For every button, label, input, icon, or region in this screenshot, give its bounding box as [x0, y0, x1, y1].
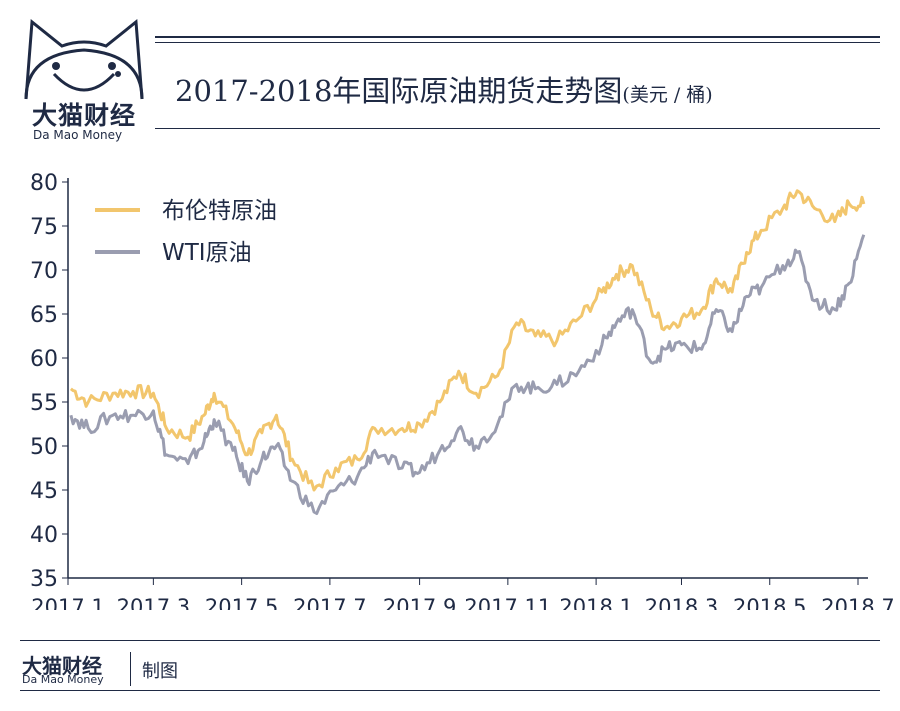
y-tick-label: 70: [30, 259, 58, 284]
legend-label-brent: 布伦特原油: [162, 198, 277, 224]
footer-note: 制图: [142, 661, 178, 682]
chart-unit: (美元 / 桶): [622, 84, 713, 106]
footer-rule-top: [20, 640, 880, 641]
x-tick-label: 2018.5: [733, 595, 806, 610]
y-tick-label: 80: [30, 171, 58, 196]
page-title: 2017-2018年国际原油期货走势图(美元 / 桶): [175, 68, 713, 110]
y-tick-label: 65: [30, 303, 58, 328]
header-rule-top: [155, 36, 880, 38]
footer-rule-bottom: [20, 690, 880, 691]
brand-name-en: Da Mao Money: [33, 128, 123, 142]
chart-title: 2017-2018年国际原油期货走势图: [175, 74, 623, 108]
x-tick-label: 2017.9: [383, 595, 456, 610]
brand-name-cn: 大猫财经: [32, 101, 137, 130]
x-tick-label: 2017.5: [205, 595, 278, 610]
header-rule-bottom: [155, 128, 880, 129]
footer-brand-en: Da Mao Money: [22, 673, 104, 686]
legend-label-wti: WTI原油: [162, 240, 252, 266]
header-rule-top-thin: [155, 42, 880, 43]
series-line-wti: [69, 234, 866, 515]
x-tick-label: 2017.3: [117, 595, 190, 610]
y-tick-label: 60: [30, 347, 58, 372]
y-tick-label: 45: [30, 479, 58, 504]
x-tick-label: 2017.7: [293, 595, 366, 610]
oil-price-chart: 35 40 45 50 55 60 65 70 75 80 2017.1 2017.3 2017.5 20…: [30, 171, 895, 610]
series-line-brent: [69, 189, 866, 492]
y-tick-label: 50: [30, 435, 58, 460]
x-tick-label: 2017.1: [31, 595, 104, 610]
y-tick-label: 40: [30, 523, 58, 548]
x-tick-label: 2018.1: [559, 595, 632, 610]
y-tick-label: 75: [30, 215, 58, 240]
x-tick-label: 2018.3: [645, 595, 718, 610]
footer-separator: [130, 652, 131, 686]
y-tick-label: 55: [30, 391, 58, 416]
logo-cat-icon: [24, 19, 144, 100]
y-tick-label: 35: [30, 567, 58, 592]
x-tick-label: 2018.7: [821, 595, 894, 610]
x-tick-label: 2017.11: [464, 595, 551, 610]
footer-brand-cn: 大猫财经: [22, 654, 102, 678]
